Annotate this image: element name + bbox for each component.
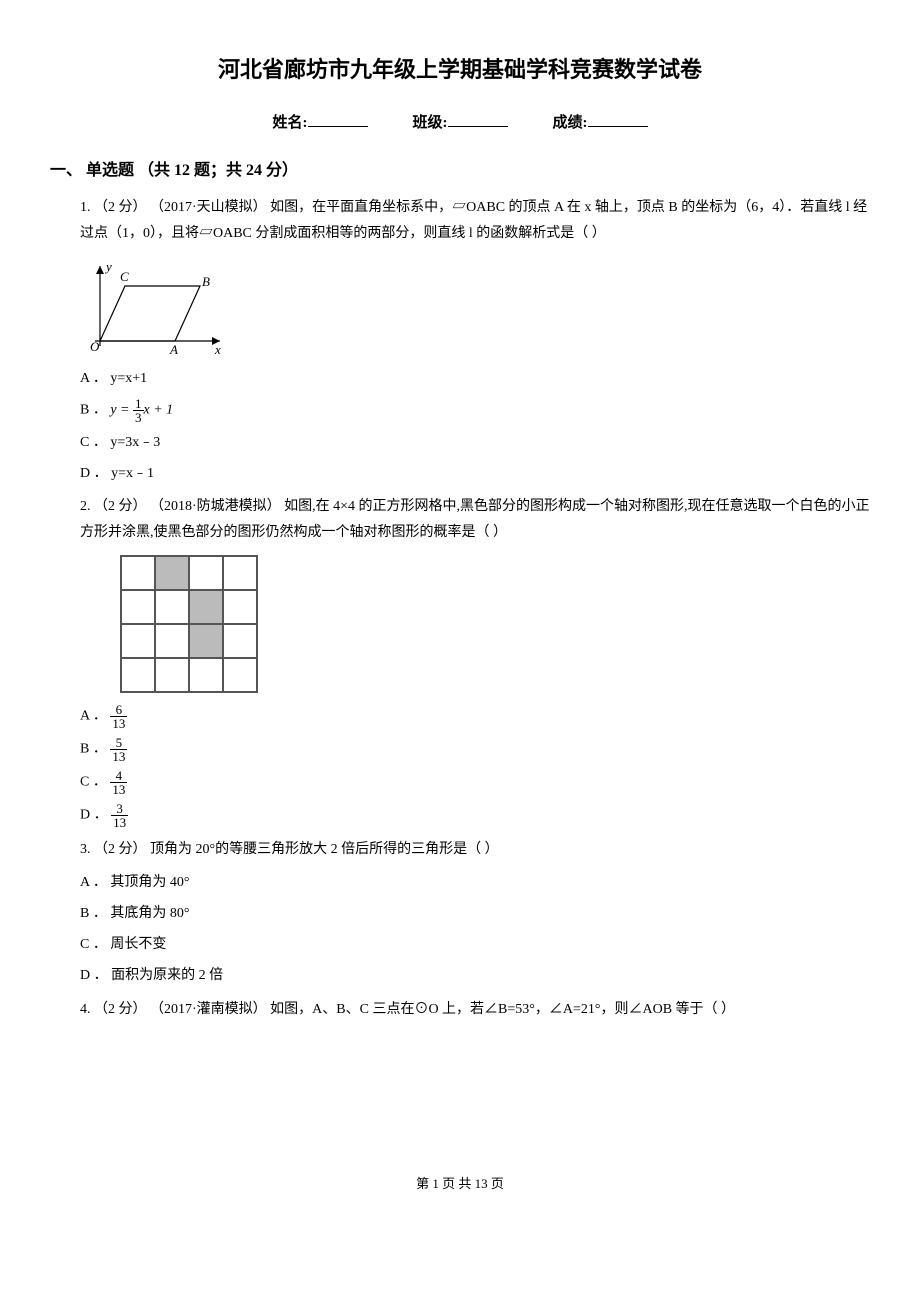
grid-cell-filled: [189, 590, 223, 624]
student-info-line: 姓名: 班级: 成绩:: [50, 110, 870, 137]
opt-prefix: A ．: [80, 708, 110, 723]
frac-den: 3: [133, 411, 144, 424]
grid-cell: [223, 624, 257, 658]
grid-cell: [189, 658, 223, 692]
q4-stem: 4. （2 分） （2017·灌南模拟） 如图，A、B、C 三点在⊙O 上，若∠…: [80, 1002, 735, 1017]
frac-num: 5: [110, 736, 127, 750]
q2-figure: [80, 555, 870, 693]
grid-cell: [121, 658, 155, 692]
q1-option-d: D ． y=x﹣1: [80, 461, 870, 486]
frac-den: 13: [110, 750, 127, 763]
name-label: 姓名:: [273, 115, 308, 131]
label-A: A: [169, 342, 178, 356]
q2-option-d: D ． 313: [80, 802, 870, 829]
opt-prefix: D ．: [80, 807, 111, 822]
q3-option-c: C ． 周长不变: [80, 932, 870, 957]
q3-stem: 3. （2 分） 顶角为 20°的等腰三角形放大 2 倍后所得的三角形是（ ）: [80, 842, 499, 857]
page-footer: 第 1 页 共 13 页: [50, 1172, 870, 1195]
section-1-header: 一、 单选题 （共 12 题；共 24 分）: [50, 157, 870, 186]
grid-cell-filled: [155, 556, 189, 590]
question-3: 3. （2 分） 顶角为 20°的等腰三角形放大 2 倍后所得的三角形是（ ）: [80, 837, 870, 862]
q1-optB-tail: x + 1: [144, 403, 174, 418]
question-4: 4. （2 分） （2017·灌南模拟） 如图，A、B、C 三点在⊙O 上，若∠…: [80, 997, 870, 1022]
class-blank[interactable]: [448, 112, 508, 127]
frac-num: 3: [111, 802, 128, 816]
q2-option-b: B ． 513: [80, 736, 870, 763]
q2-option-a: A ． 613: [80, 703, 870, 730]
grid-cell: [155, 590, 189, 624]
label-O: O: [90, 339, 100, 354]
q2-stem: 2. （2 分） （2018·防城港模拟） 如图,在 4×4 的正方形网格中,黑…: [80, 499, 870, 539]
q2-grid: [120, 555, 258, 693]
grid-cell: [223, 590, 257, 624]
frac-num: 1: [133, 397, 144, 411]
q1-optB-y: y =: [110, 403, 133, 418]
frac: 313: [111, 802, 128, 829]
score-blank[interactable]: [588, 112, 648, 127]
frac-num: 6: [110, 703, 127, 717]
grid-cell: [155, 624, 189, 658]
frac: 613: [110, 703, 127, 730]
frac-den: 13: [111, 816, 128, 829]
label-x: x: [214, 342, 221, 356]
grid-cell: [189, 556, 223, 590]
q2-option-c: C ． 413: [80, 769, 870, 796]
grid-cell: [121, 624, 155, 658]
opt-prefix: B ．: [80, 741, 110, 756]
q3-option-a: A ． 其顶角为 40°: [80, 870, 870, 895]
grid-cell: [121, 590, 155, 624]
q1-option-c: C ． y=3x﹣3: [80, 430, 870, 455]
q1-option-a: A ． y=x+1: [80, 366, 870, 391]
frac-num: 4: [110, 769, 127, 783]
label-C: C: [120, 269, 129, 284]
grid-cell-filled: [189, 624, 223, 658]
label-y: y: [104, 259, 112, 274]
opt-prefix: C ．: [80, 774, 110, 789]
grid-cell: [121, 556, 155, 590]
label-B: B: [202, 274, 210, 289]
question-2: 2. （2 分） （2018·防城港模拟） 如图,在 4×4 的正方形网格中,黑…: [80, 494, 870, 544]
frac: 413: [110, 769, 127, 796]
class-label: 班级:: [413, 115, 448, 131]
name-blank[interactable]: [308, 112, 368, 127]
score-label: 成绩:: [553, 115, 588, 131]
q1-optB-frac: 13: [133, 397, 144, 424]
q1-stem: 1. （2 分） （2017·天山模拟） 如图，在平面直角坐标系中，▱OABC …: [80, 200, 867, 240]
q3-option-b: B ． 其底角为 80°: [80, 901, 870, 926]
grid-cell: [155, 658, 189, 692]
q1-option-b: B ． y = 13x + 1: [80, 397, 870, 424]
grid-cell: [223, 658, 257, 692]
grid-cell: [223, 556, 257, 590]
frac-den: 13: [110, 717, 127, 730]
q1-figure: O A B C y x: [80, 256, 870, 356]
q1-optB-prefix: B ．: [80, 403, 110, 418]
question-1: 1. （2 分） （2017·天山模拟） 如图，在平面直角坐标系中，▱OABC …: [80, 195, 870, 245]
q3-option-d: D ． 面积为原来的 2 倍: [80, 963, 870, 988]
frac-den: 13: [110, 783, 127, 796]
page-title: 河北省廊坊市九年级上学期基础学科竞赛数学试卷: [50, 50, 870, 90]
frac: 513: [110, 736, 127, 763]
